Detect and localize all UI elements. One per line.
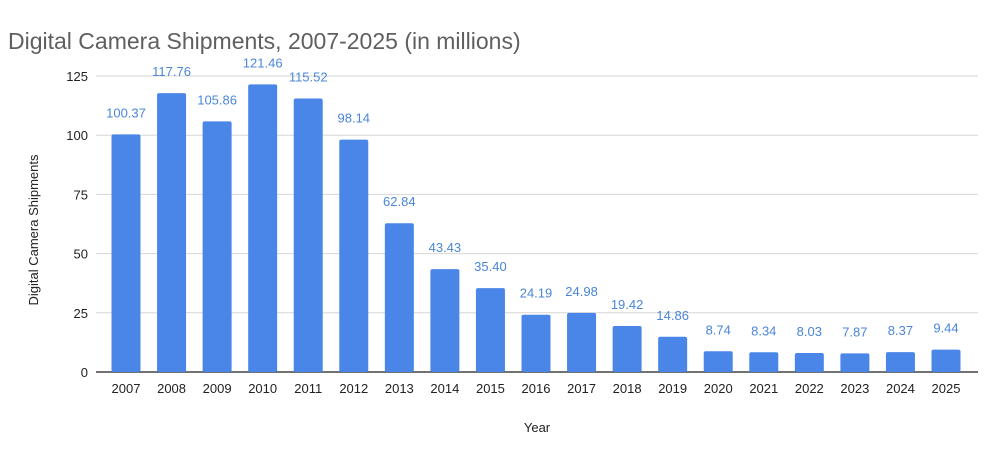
- bar-2008: [157, 93, 187, 372]
- x-tick-label: 2019: [658, 381, 687, 396]
- x-tick-label: 2021: [749, 381, 778, 396]
- bar-2024: [885, 352, 915, 372]
- bar-2023: [840, 353, 870, 372]
- x-tick-label: 2024: [886, 381, 915, 396]
- data-label: 62.84: [383, 194, 416, 209]
- x-tick-label: 2007: [112, 381, 141, 396]
- x-tick-label: 2012: [339, 381, 368, 396]
- x-tick-label: 2014: [430, 381, 459, 396]
- bar-2015: [475, 288, 505, 372]
- x-tick-label: 2008: [157, 381, 186, 396]
- y-tick-label: 50: [74, 247, 88, 262]
- bar-2016: [521, 314, 551, 372]
- x-tick-label: 2020: [704, 381, 733, 396]
- x-tick-label: 2010: [248, 381, 277, 396]
- data-label: 105.86: [197, 92, 237, 107]
- x-tick-label: 2017: [567, 381, 596, 396]
- data-label: 115.52: [289, 69, 328, 84]
- bar-2021: [749, 352, 779, 372]
- y-tick-label: 75: [74, 187, 88, 202]
- data-label: 9.44: [933, 321, 958, 336]
- bar-2010: [248, 84, 278, 372]
- bar-2019: [658, 336, 688, 372]
- data-label: 24.19: [520, 286, 553, 301]
- x-tick-label: 2025: [932, 381, 961, 396]
- data-label: 8.03: [797, 324, 822, 339]
- data-label: 24.98: [565, 284, 598, 299]
- x-axis-label: Year: [524, 420, 551, 435]
- x-tick-label: 2023: [840, 381, 869, 396]
- y-tick-label: 0: [81, 365, 88, 380]
- x-tick-label: 2016: [522, 381, 551, 396]
- bar-2007: [111, 134, 141, 372]
- data-label: 19.42: [611, 297, 644, 312]
- bar-2018: [612, 326, 642, 372]
- bar-2009: [202, 121, 232, 372]
- y-axis-label: Digital Camera Shipments: [26, 154, 41, 306]
- bar-2025: [931, 349, 961, 372]
- data-label: 8.34: [751, 323, 776, 338]
- data-label: 7.87: [842, 324, 867, 339]
- x-tick-label: 2018: [613, 381, 642, 396]
- y-tick-label: 125: [66, 69, 88, 84]
- bar-2012: [339, 139, 369, 372]
- data-label: 35.40: [474, 259, 507, 274]
- data-label: 100.37: [106, 105, 146, 120]
- data-label: 117.76: [152, 64, 191, 79]
- bar-2017: [567, 312, 597, 372]
- bar-2011: [293, 98, 323, 372]
- chart-title: Digital Camera Shipments, 2007-2025 (in …: [8, 28, 521, 54]
- x-tick-label: 2013: [385, 381, 414, 396]
- bar-2020: [703, 351, 733, 372]
- x-tick-label: 2015: [476, 381, 505, 396]
- y-tick-label: 100: [66, 128, 88, 143]
- data-label: 43.43: [429, 240, 462, 255]
- bar-2014: [430, 269, 460, 372]
- data-label: 98.14: [338, 111, 371, 126]
- data-label: 8.74: [706, 322, 731, 337]
- data-label: 121.46: [243, 55, 283, 70]
- x-tick-label: 2009: [203, 381, 232, 396]
- y-tick-label: 25: [74, 306, 88, 321]
- x-tick-label: 2022: [795, 381, 824, 396]
- bar-2013: [384, 223, 414, 372]
- data-label: 14.86: [656, 308, 689, 323]
- data-label: 8.37: [888, 323, 913, 338]
- x-tick-label: 2011: [294, 381, 322, 396]
- bar-2022: [794, 352, 824, 372]
